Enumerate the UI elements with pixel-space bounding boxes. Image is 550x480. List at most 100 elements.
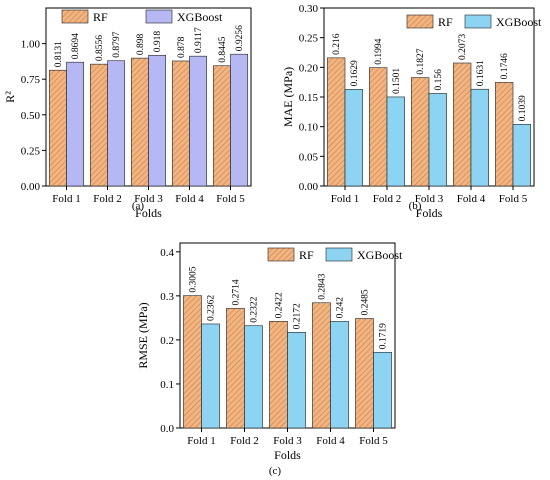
bar-rf (183, 295, 202, 429)
bar-value-label: 0.1994 (374, 38, 384, 64)
bar-value-label: 0.1501 (392, 68, 402, 94)
panel-label: (b) (409, 200, 422, 212)
bar-value-label: 0.8445 (218, 36, 228, 62)
bar-xgboost (344, 89, 363, 187)
legend-swatch-rf (61, 9, 89, 24)
bar-value-label: 0.9256 (235, 25, 245, 51)
legend-label-rf: RF (438, 15, 453, 29)
y-tick-label: 0.05 (299, 151, 319, 163)
y-tick-label: 0.2 (160, 335, 174, 347)
bar-xgboost (66, 61, 85, 187)
legend-label-xgboost: XGBoost (177, 10, 223, 24)
bar-value-label: 0.898 (136, 33, 146, 55)
panel-label: (c) (269, 465, 282, 477)
bar-value-label: 0.918 (153, 31, 163, 53)
x-tick-label: Fold 3 (273, 435, 302, 447)
bar-rf (269, 321, 288, 429)
bar-xgboost (230, 53, 249, 187)
bar-xgboost (287, 332, 306, 429)
bar-rf (355, 318, 374, 429)
bar-rf (453, 62, 472, 187)
x-tick-label: Fold 5 (216, 193, 245, 205)
bar-rf (369, 67, 388, 187)
legend-label-xgboost: XGBoost (496, 15, 542, 29)
x-tick-label: Fold 1 (187, 435, 215, 447)
x-axis-title: Folds (274, 448, 301, 462)
bar-value-label: 0.878 (177, 36, 187, 58)
x-tick-label: Fold 2 (93, 193, 121, 205)
y-tick-label: 0.20 (299, 62, 319, 74)
panel-a-r2: 0.00 0.25 0.50 0.75 1.00 0.8131 0.8694 Fold 1 0.… (3, 7, 252, 220)
bar-value-label: 0.2322 (250, 296, 260, 322)
y-tick-label: 0.1 (160, 379, 174, 391)
bar-xgboost (470, 88, 489, 187)
bar-rf (411, 77, 430, 187)
bar-rf (327, 57, 346, 187)
y-tick-label: 0.50 (21, 110, 41, 122)
bar-value-label: 0.8556 (95, 35, 105, 61)
bar-value-label: 0.1746 (500, 53, 510, 79)
bar-value-label: 0.1719 (379, 323, 389, 349)
bar-value-label: 0.242 (336, 297, 346, 319)
x-tick-label: Fold 4 (316, 435, 345, 447)
bar-value-label: 0.8131 (54, 41, 64, 67)
y-tick-label: 0.0 (160, 423, 174, 435)
bar-value-label: 0.2172 (293, 303, 303, 329)
bar-value-label: 0.2073 (458, 34, 468, 60)
bar-xgboost (330, 321, 349, 429)
y-tick-label: 0.3 (160, 291, 174, 303)
bar-xgboost (148, 54, 167, 187)
bar-xgboost (428, 93, 447, 187)
legend: RF XGBoost (406, 14, 542, 29)
bar-rf (212, 65, 231, 187)
x-tick-label: Fold 5 (359, 435, 388, 447)
panel-c-rmse: 0.0 0.1 0.2 0.3 0.4 0.3005 0.2362 Fold 1 0.2714 0… (136, 242, 403, 477)
bar-xgboost (386, 96, 405, 187)
bar-value-label: 0.2714 (231, 279, 241, 305)
legend-swatch-xgboost (145, 9, 173, 24)
bar-rf (48, 69, 67, 187)
x-axis-title: Folds (135, 206, 162, 220)
y-tick-label: 0.25 (21, 145, 41, 157)
bar-value-label: 0.8694 (71, 33, 81, 59)
x-tick-label: Fold 2 (373, 193, 401, 205)
y-tick-label: 0.4 (160, 247, 174, 259)
x-axis-title: Folds (416, 206, 443, 220)
bar-rf (89, 63, 108, 187)
bar-xgboost (189, 55, 208, 187)
legend: RF XGBoost (61, 9, 223, 24)
x-tick-label: Fold 3 (415, 193, 444, 205)
y-tick-label: 1.00 (21, 39, 41, 51)
legend-label-rf: RF (299, 248, 314, 262)
x-tick-label: Fold 1 (331, 193, 359, 205)
legend-label-rf: RF (93, 10, 108, 24)
panel-label: (a) (132, 200, 145, 212)
y-tick-label: 0.00 (21, 181, 41, 193)
y-tick-label: 0.30 (299, 3, 319, 15)
y-axis-title: RMSE (MPa) (136, 302, 150, 368)
x-tick-label: Fold 2 (230, 435, 258, 447)
bar-rf (495, 82, 514, 187)
legend-swatch-xgboost (325, 247, 353, 262)
bar-xgboost (201, 323, 220, 429)
y-tick-label: 0.10 (299, 122, 319, 134)
bar-value-label: 0.2485 (360, 289, 370, 315)
y-tick-label: 0.15 (299, 92, 319, 104)
y-tick-label: 0.00 (299, 181, 319, 193)
x-tick-label: Fold 4 (175, 193, 204, 205)
bar-rf (130, 57, 149, 187)
legend: RF XGBoost (267, 247, 403, 262)
y-axis-title: MAE (MPa) (281, 67, 295, 127)
bar-value-label: 0.2422 (274, 292, 284, 318)
legend-label-xgboost: XGBoost (357, 248, 403, 262)
bar-value-label: 0.8797 (112, 31, 122, 57)
bar-value-label: 0.3005 (188, 266, 198, 292)
bar-rf (312, 302, 331, 429)
bar-value-label: 0.156 (434, 69, 444, 91)
x-tick-label: Fold 4 (457, 193, 486, 205)
legend-swatch-rf (406, 14, 434, 29)
x-tick-label: Fold 3 (134, 193, 163, 205)
legend-swatch-rf (267, 247, 295, 262)
legend-swatch-xgboost (464, 14, 492, 29)
bar-value-label: 0.1827 (416, 48, 426, 74)
